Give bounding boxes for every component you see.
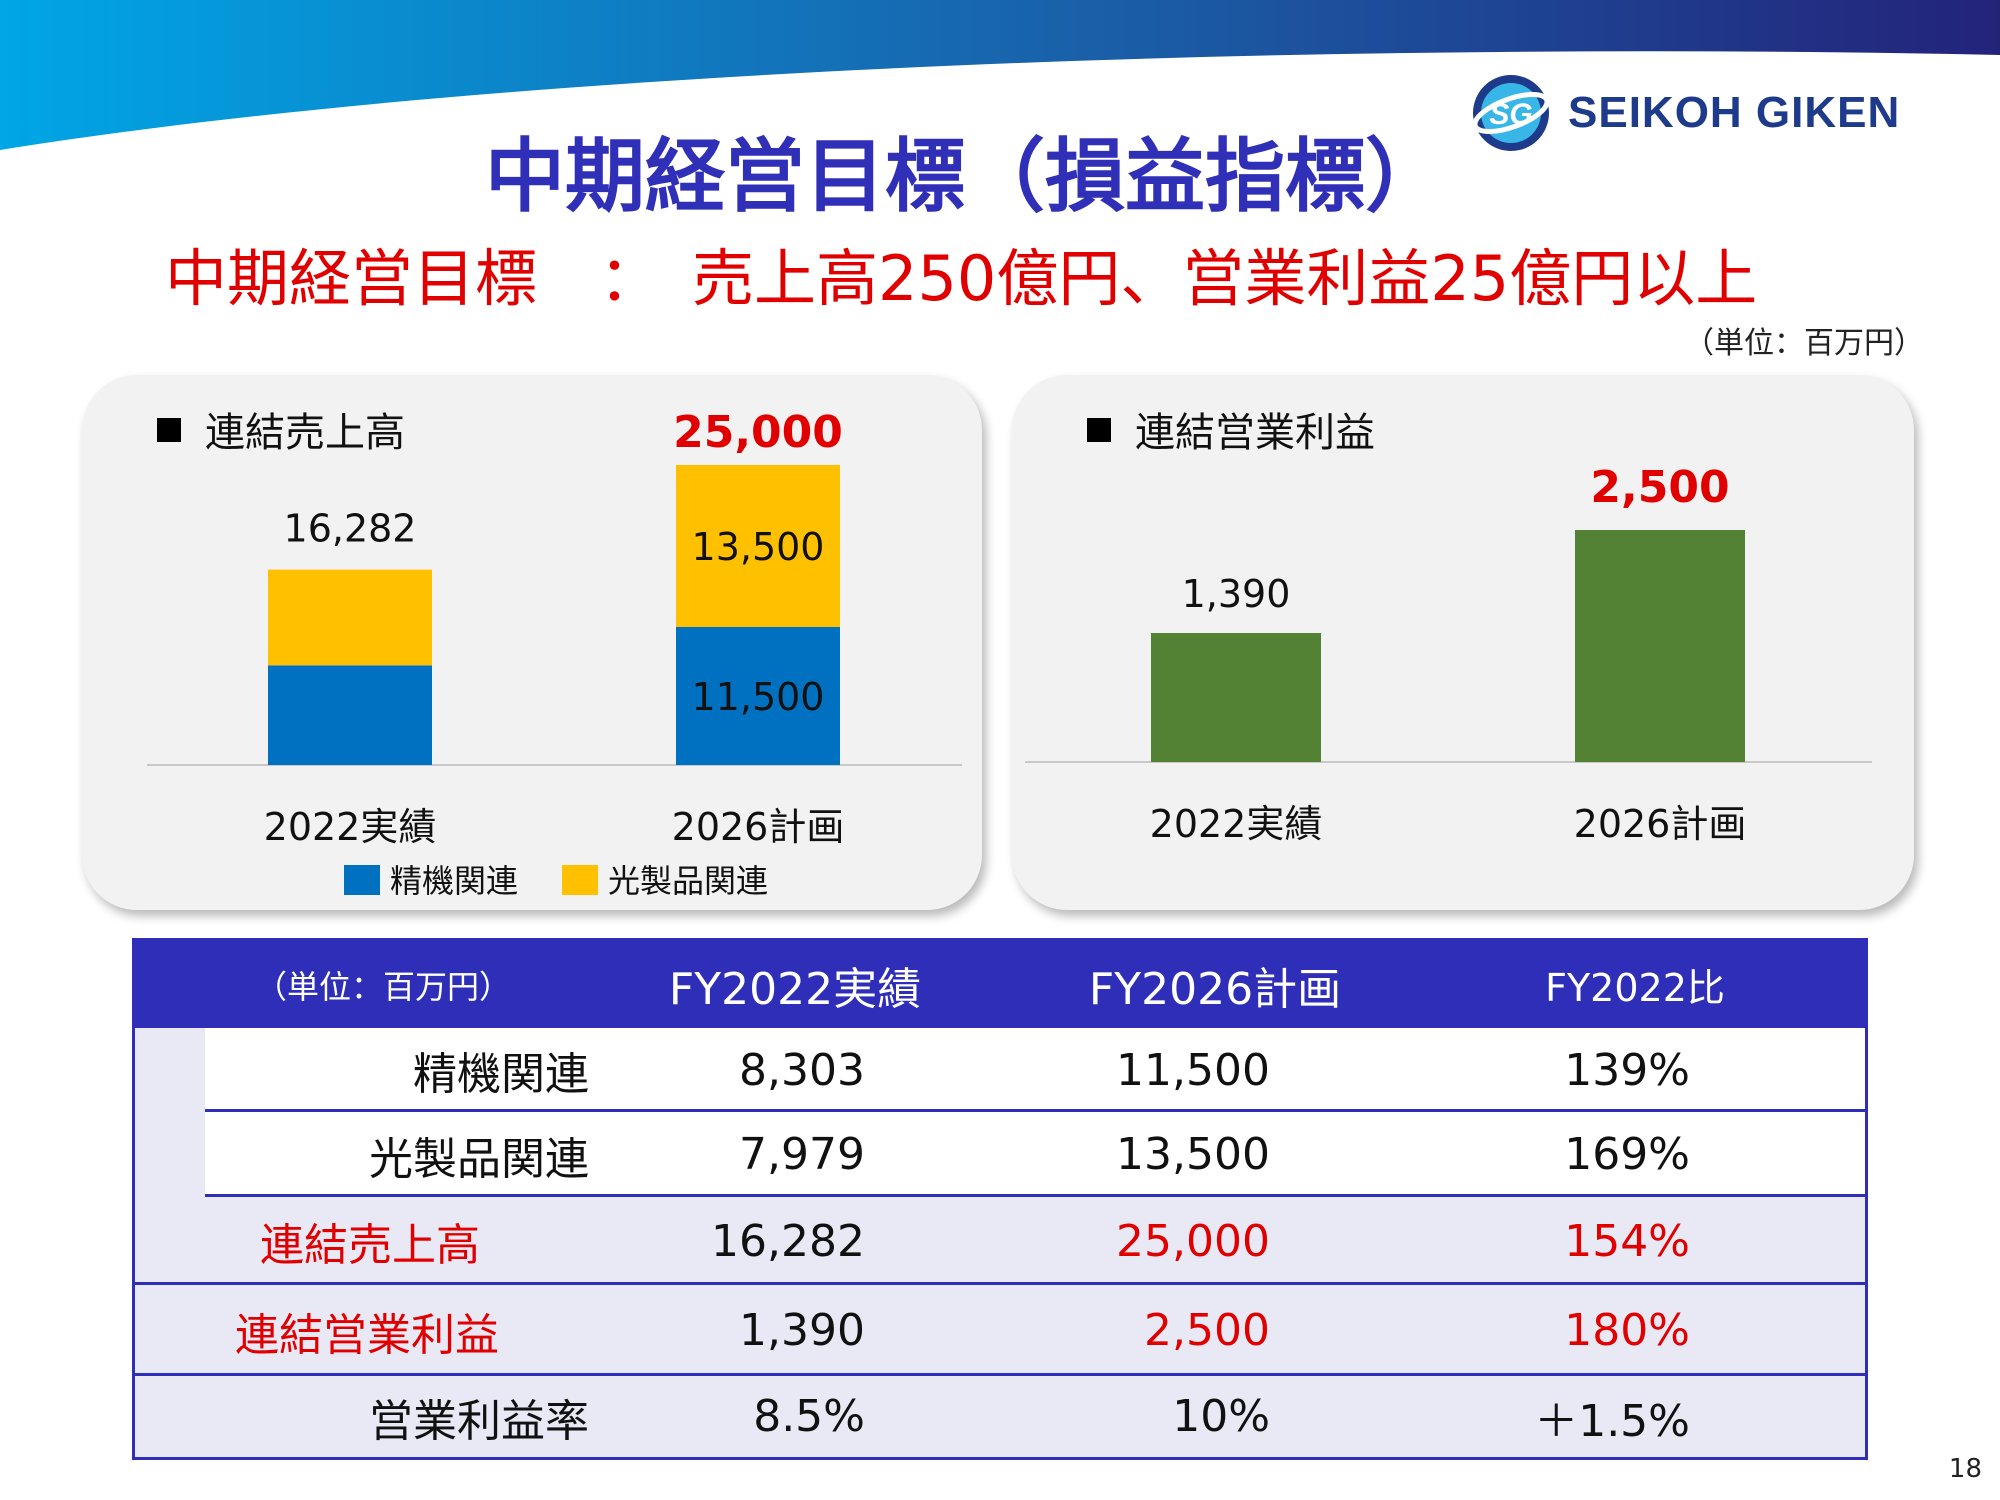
category-label: 2022実績: [264, 805, 437, 849]
category-label: 2022実績: [1150, 802, 1323, 846]
row-value-fy2022: 8,303: [739, 1044, 865, 1096]
row-value-fy2026: 2,500: [1144, 1305, 1270, 1356]
row-value-ratio: 154%: [1564, 1215, 1690, 1267]
header-fy2022: FY2022実績: [668, 963, 922, 1015]
sales-chart-panel: 連結売上高 16,282 2022実績 11,500 13,500 25,000 2026…: [82, 375, 982, 910]
bar-optical-0: [268, 569, 432, 666]
table-side-shade: [135, 1028, 205, 1197]
total-label: 16,282: [284, 507, 417, 551]
profit-bar-0: [1151, 633, 1321, 762]
bar-optical-1: [676, 465, 840, 627]
row-value-fy2022: 1,390: [739, 1305, 865, 1356]
bar-value-label: 13,500: [692, 525, 825, 569]
category-label: 2026計画: [1574, 802, 1747, 846]
header-swoosh: [0, 0, 2000, 150]
legend-swatch: [344, 865, 380, 895]
profit-chart-title-text: 連結営業利益: [1135, 410, 1375, 456]
bar-value-label: 1,390: [1182, 572, 1291, 616]
total-label: 25,000: [673, 407, 843, 458]
logo-text: SEIKOH GIKEN: [1568, 88, 1901, 137]
legend-label: 光製品関連: [608, 862, 768, 900]
table-header: （単位：百万円） FY2022実績 FY2026計画 FY2022比: [135, 941, 1865, 1028]
square-bullet-icon: [157, 418, 181, 442]
row-label: 営業利益率: [369, 1395, 589, 1447]
row-value-ratio: ＋1.5%: [1534, 1395, 1690, 1447]
row-value-fy2026: 13,500: [1116, 1129, 1270, 1180]
legend-label: 精機関連: [390, 862, 518, 900]
header-unit: （単位：百万円）: [255, 967, 512, 1006]
row-divider: [205, 1194, 1865, 1197]
row-value-ratio: 169%: [1564, 1129, 1690, 1180]
row-value-fy2022: 7,979: [739, 1129, 865, 1180]
sales-chart-title-text: 連結売上高: [205, 410, 405, 456]
bar-precision-1: [676, 627, 840, 765]
row-value-ratio: 180%: [1564, 1305, 1690, 1356]
row-label: 連結営業利益: [235, 1309, 499, 1361]
table-row: 連結営業利益 1,390 2,500 180%: [135, 1285, 1865, 1376]
header-fy2026: FY2026計画: [1088, 963, 1342, 1015]
row-value-fy2026: 25,000: [1116, 1215, 1270, 1267]
row-label: 連結売上高: [260, 1220, 480, 1271]
page-number: 18: [1948, 1454, 1982, 1484]
header-ratio: FY2022比: [1545, 966, 1725, 1010]
sg-logo-icon: SG: [1472, 75, 1550, 151]
row-divider: [205, 1109, 1865, 1112]
row-label: 光製品関連: [369, 1133, 589, 1185]
table-row: 光製品関連 7,979 13,500 169%: [135, 1112, 1865, 1197]
sales-chart: 16,282 2022実績 11,500 13,500 25,000 2026計画精機関連…: [147, 407, 962, 900]
targets-table: （単位：百万円） FY2022実績 FY2026計画 FY2022比 精機関連 …: [132, 938, 1868, 1460]
profit-chart-title: 連結営業利益: [1087, 400, 1375, 458]
profit-chart-panel: 連結営業利益 1,390 2022実績 2,500 2026計画: [1012, 375, 1914, 910]
bar-precision-0: [268, 665, 432, 765]
sales-chart-title: 連結売上高: [157, 400, 405, 458]
square-bullet-icon: [1087, 418, 1111, 442]
profit-bar-1: [1575, 530, 1745, 762]
category-label: 2026計画: [672, 805, 845, 849]
row-value-fy2026: 11,500: [1116, 1044, 1270, 1096]
row-divider: [135, 1282, 1865, 1285]
bar-value-label: 11,500: [692, 675, 825, 719]
row-value-ratio: 139%: [1564, 1044, 1690, 1096]
row-value-fy2022: 8.5%: [753, 1391, 865, 1442]
table-row: 連結売上高 16,282 25,000 154%: [135, 1197, 1865, 1285]
page-title: 中期経営目標（損益指標）: [485, 130, 1445, 223]
page-subtitle: 中期経営目標 ： 売上高250億円、営業利益25億円以上: [165, 242, 1758, 315]
company-logo: SG SEIKOH GIKEN: [1470, 72, 1900, 154]
logo-mark: SG: [1489, 98, 1532, 131]
row-value-fy2022: 16,282: [711, 1215, 865, 1267]
table-row: 営業利益率 8.5% 10% ＋1.5%: [135, 1376, 1865, 1457]
profit-chart: 1,390 2022実績 2,500 2026計画: [1025, 462, 1872, 846]
bar-value-label: 2,500: [1590, 462, 1729, 513]
table-row: 精機関連 8,303 11,500 139%: [135, 1028, 1865, 1112]
row-divider: [135, 1373, 1865, 1376]
row-label: 精機関連: [413, 1049, 589, 1100]
unit-label: （単位：百万円）: [1684, 326, 1924, 361]
row-value-fy2026: 10%: [1172, 1391, 1270, 1442]
legend-swatch: [562, 865, 598, 895]
